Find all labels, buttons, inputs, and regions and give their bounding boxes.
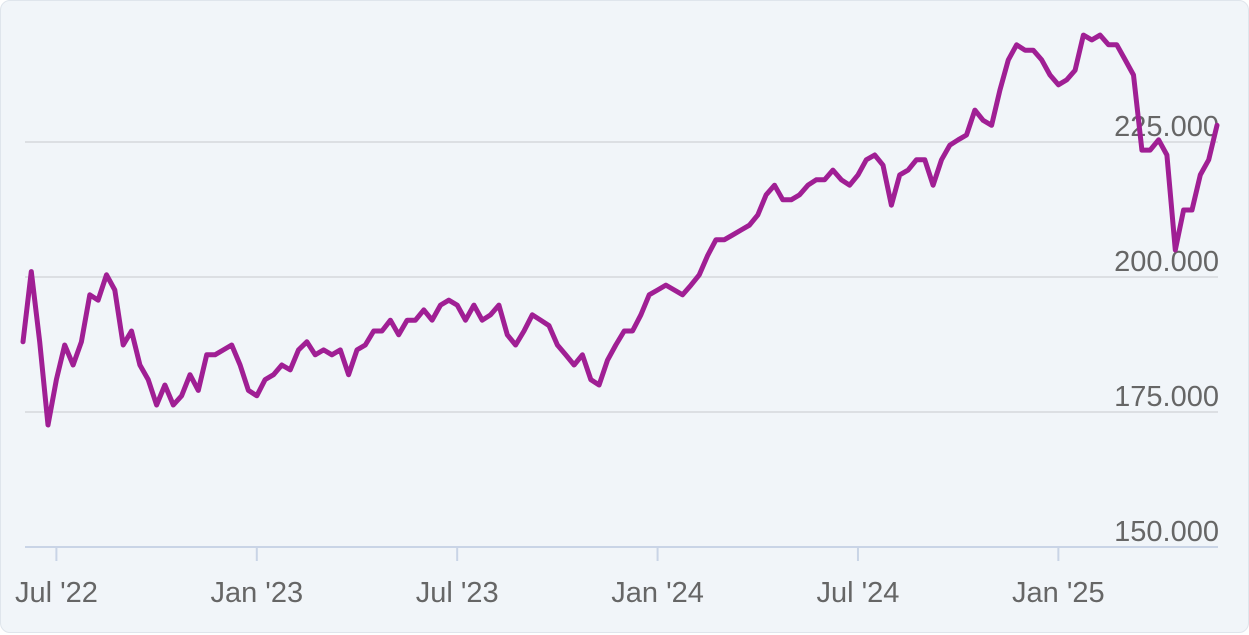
x-tick-label: Jul '24 (817, 577, 900, 609)
x-tick-label: Jan '24 (611, 577, 704, 609)
x-tick-label: Jan '23 (210, 577, 303, 609)
x-tick-label: Jul '22 (15, 577, 98, 609)
price-line (20, 32, 1220, 428)
y-tick-label: 225.000 (1114, 111, 1219, 143)
y-tick-label: 175.000 (1114, 381, 1219, 413)
y-tick-label: 200.000 (1114, 246, 1219, 278)
x-tick-label: Jul '23 (416, 577, 499, 609)
x-tick-label: Jan '25 (1012, 577, 1105, 609)
y-tick-label: 150.000 (1114, 516, 1219, 548)
